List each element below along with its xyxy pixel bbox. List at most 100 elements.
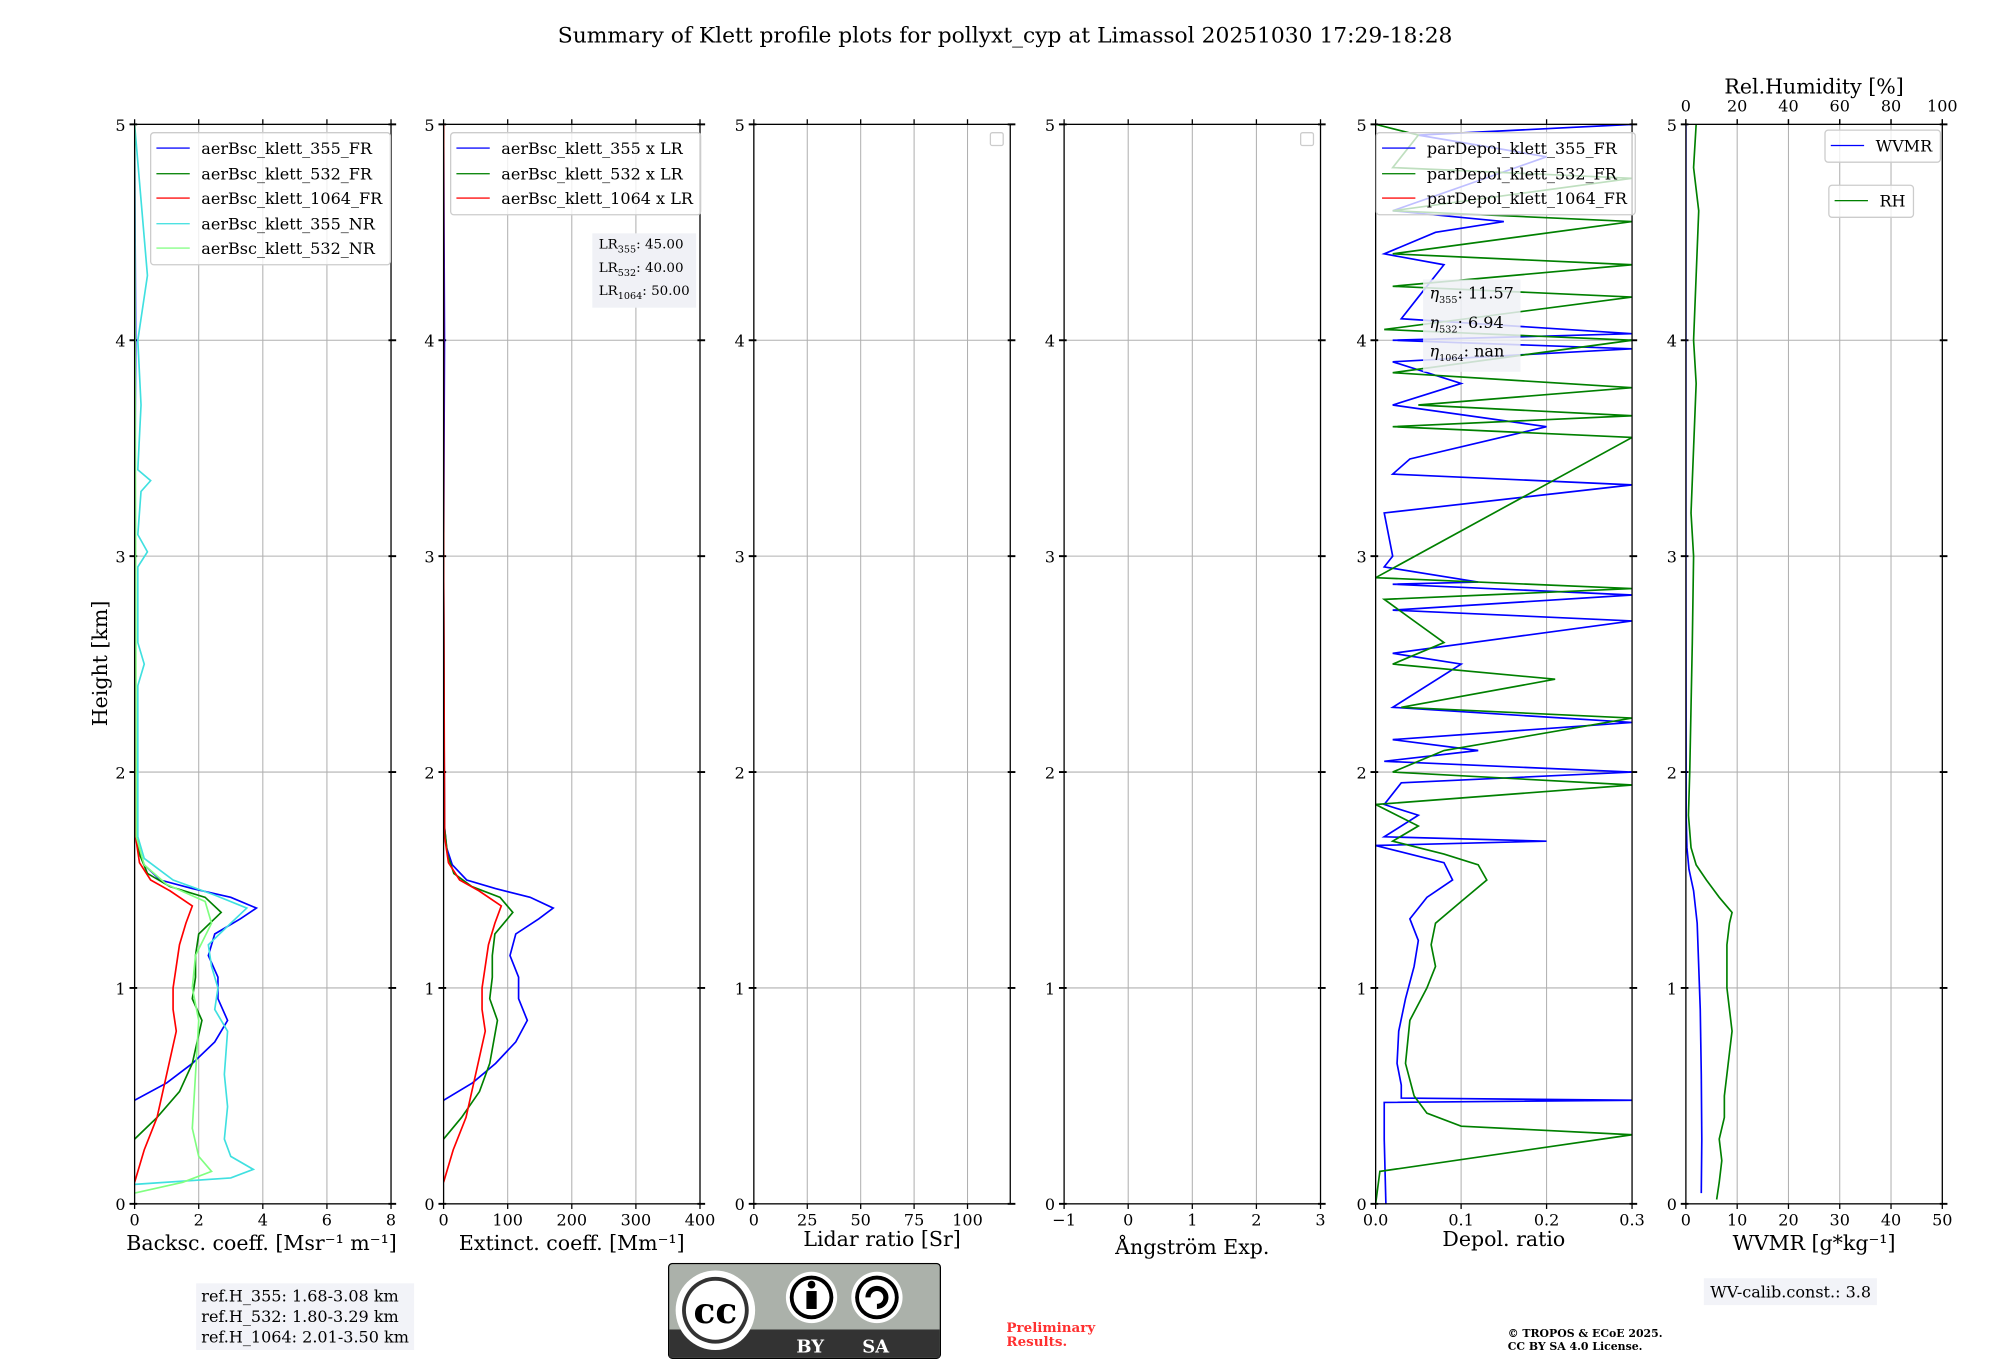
xlabel-lidar-ratio: Lidar ratio [Sr] <box>803 1226 961 1252</box>
y-tick-label: 0 <box>735 1195 745 1214</box>
rh-top-tick-label: 40 <box>1778 97 1798 116</box>
ref-height-532: ref.H_532: 1.80-3.29 km <box>201 1306 399 1326</box>
series-line-rh <box>1687 124 1733 1200</box>
legend-item: RH <box>1834 188 1906 213</box>
legend-item: aerBsc_klett_1064_FR <box>156 186 382 211</box>
series-line-aerbsc-klett-1064-fr <box>134 124 194 1183</box>
x-tick-label: 2 <box>194 1211 204 1230</box>
x-tick-label: −1 <box>1052 1211 1076 1230</box>
x-tick-label: 3 <box>1315 1211 1325 1230</box>
series-line-aerbsc-klett-532-x-lr <box>443 124 514 1140</box>
rh-top-tick-label: 20 <box>1727 97 1747 116</box>
y-tick-label: 3 <box>1356 548 1366 567</box>
x-tick-label: 75 <box>904 1211 924 1230</box>
legend-item: aerBsc_klett_355 x LR <box>456 136 692 161</box>
axes-frame <box>1374 123 1633 1205</box>
legend-backscatter: aerBsc_klett_355_FR aerBsc_klett_532_FR … <box>149 132 392 265</box>
legend-label: aerBsc_klett_1064 x LR <box>501 188 693 209</box>
rh-top-tick-label: 0 <box>1681 97 1691 116</box>
series-line-aerbsc-klett-355-x-lr <box>443 124 555 1101</box>
y-tick-label: 3 <box>424 548 434 567</box>
legend-label: aerBsc_klett_532 x LR <box>501 163 683 184</box>
y-tick-label: 1 <box>1667 979 1677 998</box>
x-tick-label: 50 <box>1932 1211 1952 1230</box>
x-tick-label: 8 <box>386 1211 396 1230</box>
y-tick-label: 2 <box>1667 763 1677 782</box>
eta-box: η355: 11.57 η532: 6.94 η1064: nan <box>1423 279 1521 372</box>
legend-extinction: aerBsc_klett_355 x LR aerBsc_klett_532 x… <box>449 132 702 215</box>
legend-wvmr: WVMR <box>1824 129 1942 163</box>
x-tick-label: 100 <box>492 1211 523 1230</box>
x-tick-label: 1 <box>1187 1211 1197 1230</box>
legend-label: aerBsc_klett_355_FR <box>201 138 372 159</box>
lidar-ratio-box: LR355: 45.00 LR532: 40.00 LR1064: 50.00 <box>592 233 697 309</box>
x-tick-label: 0.1 <box>1448 1211 1473 1230</box>
legend-label: aerBsc_klett_1064_FR <box>201 188 383 209</box>
legend-item: parDepol_klett_1064_FR <box>1382 186 1627 211</box>
legend-label: WVMR <box>1875 136 1933 156</box>
y-tick-label: 2 <box>735 763 745 782</box>
legend-label: aerBsc_klett_355 x LR <box>501 138 683 159</box>
legend-item: parDepol_klett_532_FR <box>1382 161 1627 186</box>
legend-empty-lidar-ratio <box>989 132 1004 147</box>
y-tick-label: 4 <box>115 332 125 351</box>
y-tick-label: 2 <box>115 763 125 782</box>
legend-rh: RH <box>1828 184 1915 218</box>
x-tick-label: 0 <box>749 1211 759 1230</box>
legend-empty-angstrom <box>1299 132 1315 147</box>
series-line-aerbsc-klett-1064-x-lr <box>443 124 503 1183</box>
y-tick-label: 1 <box>1045 979 1055 998</box>
x-tick-label: 0.2 <box>1534 1211 1559 1230</box>
legend-depol: parDepol_klett_355_FR parDepol_klett_532… <box>1375 132 1636 215</box>
axes-frame <box>442 123 701 1205</box>
ref-height-355: ref.H_355: 1.68-3.08 km <box>201 1285 399 1306</box>
legend-item: aerBsc_klett_1064 x LR <box>456 186 693 211</box>
svg-text:SA: SA <box>862 1337 890 1358</box>
legend-label: aerBsc_klett_532_FR <box>201 163 372 184</box>
axes-frame <box>1063 123 1322 1205</box>
y-tick-label: 0 <box>115 1195 125 1214</box>
legend-label: parDepol_klett_532_FR <box>1426 163 1617 184</box>
y-tick-label: 5 <box>1667 116 1677 135</box>
legend-item: parDepol_klett_355_FR <box>1382 136 1627 161</box>
x-tick-label: 2 <box>1251 1211 1261 1230</box>
x-tick-label: 20 <box>1778 1211 1798 1230</box>
y-tick-label: 5 <box>1356 116 1366 135</box>
y-tick-label: 2 <box>1356 763 1366 782</box>
legend-label: aerBsc_klett_532_NR <box>201 238 375 259</box>
legend-label: parDepol_klett_1064_FR <box>1426 188 1627 209</box>
y-tick-label: 4 <box>735 332 745 351</box>
series-line-wvmr <box>1685 124 1703 1194</box>
x-tick-label: 100 <box>952 1211 983 1230</box>
x-tick-label: 4 <box>258 1211 268 1230</box>
axes-frame <box>133 123 392 1205</box>
y-tick-label: 5 <box>735 116 745 135</box>
y-tick-label: 1 <box>115 979 125 998</box>
svg-text:cc: cc <box>694 1290 738 1332</box>
wv-calibration-constant: WV-calib.const.: 3.8 <box>1703 1278 1878 1306</box>
legend-label: aerBsc_klett_355_NR <box>201 213 375 234</box>
y-tick-label: 0 <box>424 1195 434 1214</box>
y-tick-label: 5 <box>1045 116 1055 135</box>
x-tick-label: 400 <box>685 1211 716 1230</box>
y-tick-label: 4 <box>1667 332 1677 351</box>
y-tick-label: 2 <box>1045 763 1055 782</box>
y-tick-label: 3 <box>1045 548 1055 567</box>
y-tick-label: 3 <box>1667 548 1677 567</box>
x-tick-label: 0 <box>1123 1211 1133 1230</box>
reference-heights-box: ref.H_355: 1.68-3.08 km ref.H_532: 1.80-… <box>196 1283 415 1350</box>
cc-by-sa-logo: cc BY SA <box>667 1262 942 1359</box>
legend-label: parDepol_klett_355_FR <box>1426 138 1617 159</box>
xlabel-backscatter: Backsc. coeff. [Msr⁻¹ m⁻¹] <box>126 1230 397 1256</box>
y-tick-label: 1 <box>1356 979 1366 998</box>
xlabel-extinction: Extinct. coeff. [Mm⁻¹] <box>458 1230 685 1256</box>
y-tick-label: 4 <box>424 332 434 351</box>
x-tick-label: 0.3 <box>1619 1211 1644 1230</box>
x-tick-label: 300 <box>621 1211 652 1230</box>
legend-item: aerBsc_klett_532_NR <box>156 236 382 261</box>
legend-item: aerBsc_klett_355_NR <box>156 211 382 236</box>
y-tick-label: 5 <box>115 116 125 135</box>
y-tick-label: 0 <box>1045 1195 1055 1214</box>
xlabel-wvmr: WVMR [g*kg⁻¹] <box>1732 1230 1896 1256</box>
